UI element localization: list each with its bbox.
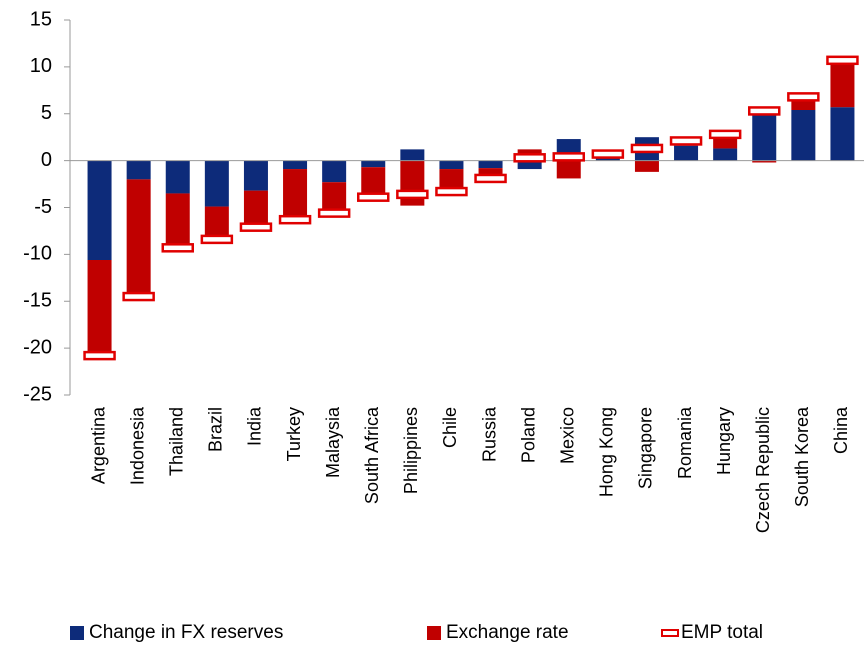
bar-segment	[713, 148, 738, 161]
bar-segment	[165, 160, 190, 194]
x-tick-label: Russia	[479, 406, 499, 462]
y-tick-label: 15	[30, 8, 52, 30]
legend-swatch	[70, 626, 84, 640]
x-tick-label: South Africa	[362, 406, 382, 504]
bar-segment	[634, 160, 659, 172]
bar-segment	[165, 193, 190, 248]
bar-segment	[87, 260, 112, 356]
emp-marker	[513, 153, 546, 163]
emp-marker	[708, 129, 742, 140]
bar-segment	[126, 179, 151, 297]
emp-marker	[161, 243, 194, 253]
x-tick-label: Czech Republic	[753, 407, 773, 533]
legend-swatch	[427, 626, 441, 640]
legend-label: Change in FX reserves	[89, 622, 283, 643]
y-tick-label: 10	[30, 55, 52, 77]
bar-segment	[204, 206, 229, 240]
x-tick-label: Poland	[518, 407, 538, 463]
x-tick-label: South Korea	[792, 406, 812, 507]
bar-segment	[361, 167, 386, 198]
x-tick-label: Romania	[675, 406, 695, 479]
emp-marker	[591, 149, 625, 159]
emp-marker	[826, 55, 859, 66]
x-tick-label: Argentina	[88, 406, 108, 484]
x-tick-label: Mexico	[558, 407, 578, 464]
bar-segment	[283, 169, 308, 220]
y-tick-label: -10	[23, 243, 52, 265]
x-tick-label: China	[831, 406, 851, 454]
emp-marker	[278, 214, 312, 225]
emp-marker	[748, 106, 781, 116]
y-tick-label: 5	[41, 102, 52, 124]
x-tick-label: Malaysia	[323, 406, 343, 478]
bar-segment	[243, 190, 268, 228]
x-tick-label: Chile	[440, 407, 460, 448]
emp-marker	[357, 192, 390, 202]
y-tick-label: 0	[41, 149, 52, 171]
bar-segment	[478, 168, 503, 179]
y-tick-label: -25	[23, 383, 52, 405]
bar-segment	[204, 160, 229, 207]
emp-marker	[630, 143, 664, 154]
bar-segment	[283, 160, 308, 170]
bar-segment	[752, 109, 777, 161]
emp-marker	[787, 92, 820, 102]
x-tick-label: Hungary	[714, 407, 734, 475]
emp-marker	[669, 136, 703, 146]
emp-marker	[200, 234, 234, 245]
x-tick-label: Thailand	[167, 407, 187, 476]
bar-segment	[439, 160, 464, 170]
bar-segment	[361, 160, 386, 168]
bar-segment	[752, 160, 777, 163]
y-tick-label: -5	[34, 196, 52, 218]
bar-segment	[400, 149, 425, 161]
bar-segment	[126, 160, 151, 180]
emp-marker	[435, 186, 468, 197]
bar-segment	[478, 160, 503, 169]
emp-marker	[474, 173, 507, 184]
emp-marker	[83, 350, 116, 361]
emp-marker	[396, 189, 429, 200]
emp-marker	[122, 291, 155, 302]
emp-marker	[317, 208, 351, 218]
emp-marker	[552, 152, 585, 162]
legend-marker	[661, 629, 679, 637]
bar-segment	[556, 160, 581, 179]
legend-label: EMP total	[681, 622, 763, 643]
bar-segment	[674, 145, 699, 161]
x-tick-label: Singapore	[636, 407, 656, 489]
bar-segment	[517, 160, 542, 170]
bar-segment	[830, 107, 855, 161]
x-tick-label: Brazil	[206, 407, 226, 452]
legend-label: Exchange rate	[446, 622, 569, 643]
y-tick-label: -20	[23, 336, 52, 358]
bar-segment	[87, 160, 112, 260]
emp-marker	[239, 222, 273, 232]
bar-segment	[322, 182, 347, 214]
x-tick-label: Hong Kong	[597, 407, 617, 497]
bar-segment	[791, 110, 816, 161]
bar-segment	[830, 61, 855, 108]
x-tick-label: Indonesia	[127, 406, 147, 485]
x-tick-label: Turkey	[284, 407, 304, 461]
x-tick-label: Philippines	[401, 407, 421, 494]
bar-segment	[243, 160, 268, 191]
bar-segment	[439, 169, 464, 192]
y-tick-label: -15	[23, 290, 52, 312]
bar-segment	[322, 160, 347, 183]
x-tick-label: India	[245, 406, 265, 446]
